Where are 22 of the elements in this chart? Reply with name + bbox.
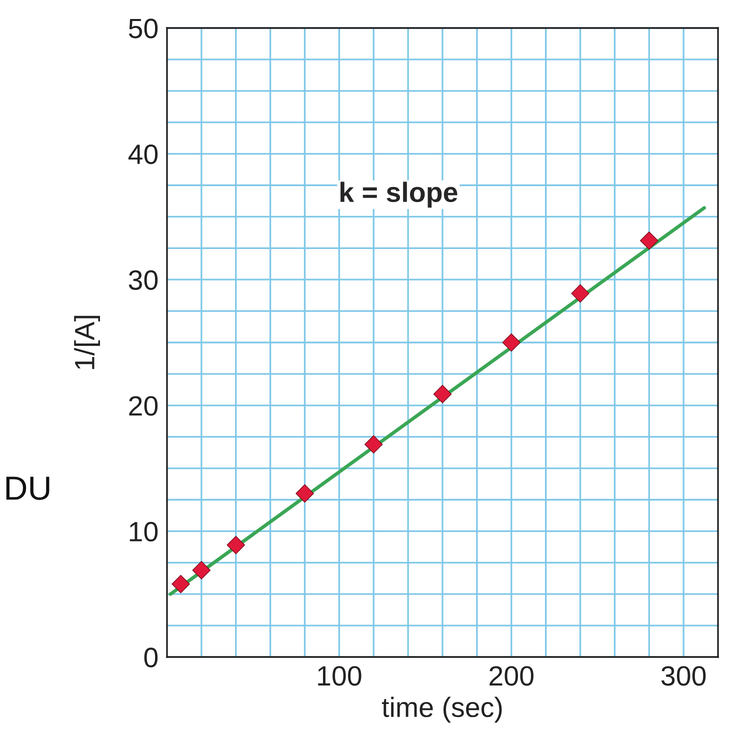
point (226, 536, 246, 554)
point (640, 231, 658, 250)
x-tick-label: 300 (661, 666, 706, 686)
point (296, 484, 314, 503)
text: DU (6, 476, 50, 500)
y-tick-label: 30 (128, 270, 158, 290)
point (364, 435, 383, 454)
y-axis-title: 1/[A] (74, 316, 100, 369)
y-tick-label: 20 (129, 396, 158, 416)
y-tick-label: 0 (144, 648, 158, 668)
point (433, 384, 452, 404)
point (571, 284, 590, 303)
y-tick-label: 50 (128, 18, 158, 38)
point (172, 574, 190, 594)
point (502, 333, 521, 352)
y-tick-label: 40 (128, 144, 158, 164)
x-axis-title: time (sec) (382, 696, 502, 723)
x-tick-label: 100 (318, 666, 362, 686)
annotation: k = slope (340, 182, 458, 208)
y-tick-label: 10 (130, 522, 158, 542)
point (192, 561, 211, 580)
x-tick-label: 200 (490, 666, 534, 686)
